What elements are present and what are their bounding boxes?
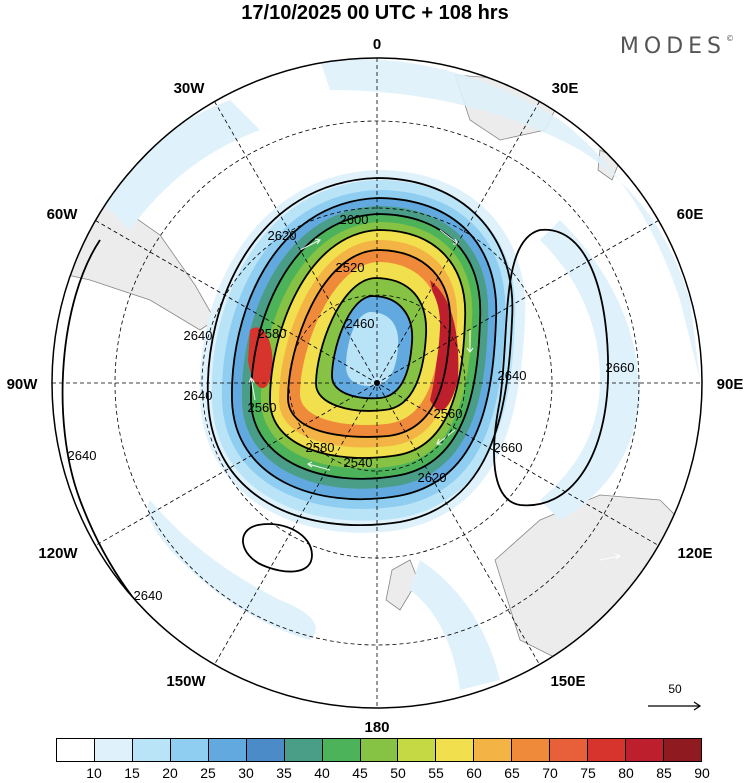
colorbar-cell [436, 739, 475, 761]
lon-label-60w: 60W [47, 206, 79, 223]
colorbar-tick-label: 20 [162, 765, 178, 781]
contour-label: 2560 [248, 400, 277, 415]
colorbar-cell [626, 739, 664, 761]
vortex-center [346, 312, 399, 387]
map-boundary [51, 57, 703, 709]
lon-label-150w: 150W [166, 673, 206, 690]
contour-label: 2640 [68, 448, 97, 463]
contour-label: 2580 [258, 326, 287, 341]
lon-label-120e: 120E [677, 545, 712, 562]
colorbar-ticks: 10 15 20 25 30 35 40 45 50 55 60 65 70 75 80 85 90 [56, 765, 710, 783]
colorbar-cell [57, 739, 95, 761]
colorbar-tick-label: 55 [428, 765, 444, 781]
colorbar-tick-label: 80 [618, 765, 634, 781]
wind-scale-arrow [648, 701, 702, 711]
contour-label: 2660 [606, 360, 635, 375]
colorbar-tick-label: 10 [86, 765, 102, 781]
contour-label: 2520 [336, 260, 365, 275]
colorbar-cell [664, 739, 701, 761]
contour-label: 2640 [184, 328, 213, 343]
colorbar-tick-label: 25 [200, 765, 216, 781]
lon-label-150e: 150E [550, 673, 585, 690]
colorbar-tick-label: 40 [314, 765, 330, 781]
lon-label-30w: 30W [174, 80, 206, 97]
contour-label: 2580 [306, 440, 335, 455]
contour-label: 2640 [498, 368, 527, 383]
lon-label-180: 180 [364, 719, 389, 735]
contour-label: 2620 [418, 470, 447, 485]
lon-label-0: 0 [373, 36, 381, 53]
contour-label: 2600 [340, 212, 369, 227]
brand-name: MODES [619, 34, 726, 59]
lon-label-30e: 30E [552, 80, 579, 97]
colorbar-cell [398, 739, 437, 761]
wind-speed-colorbar [56, 738, 702, 762]
map-title: 17/10/2025 00 UTC + 108 hrs [241, 2, 509, 24]
wind-scale-label: 50 [668, 682, 682, 696]
polar-map: 0 30E 60E 90E 120E 150E 180 150W 120W 90… [7, 36, 744, 735]
colorbar-cell [246, 739, 285, 761]
colorbar-tick-label: 70 [542, 765, 558, 781]
colorbar-cell [170, 739, 209, 761]
contour-label: 2640 [134, 588, 163, 603]
wind-shade-outer-east [540, 220, 640, 520]
colorbar-cell [360, 739, 399, 761]
colorbar-tick-label: 65 [504, 765, 520, 781]
colorbar-cell [208, 739, 247, 761]
lon-label-90e: 90E [717, 376, 744, 393]
contour-label: 2540 [344, 455, 373, 470]
colorbar-cell [132, 739, 171, 761]
contour-label: 2620 [268, 228, 297, 243]
brand-logo: MODES© [620, 34, 734, 59]
contour-label: 2640 [184, 388, 213, 403]
colorbar-tick-label: 15 [124, 765, 140, 781]
wind-shade-outer-sw [148, 500, 316, 640]
colorbar-tick-label: 50 [390, 765, 406, 781]
colorbar-tick-label: 30 [238, 765, 254, 781]
colorbar-cell [550, 739, 589, 761]
colorbar-cell [322, 739, 361, 761]
jet-core-west [248, 327, 273, 389]
south-pole-marker [374, 380, 380, 386]
wind-shade-outer-s [410, 560, 500, 690]
wind-vectors [119, 139, 622, 621]
colorbar-cell [284, 739, 323, 761]
brand-mark: © [726, 34, 734, 43]
map-disc [52, 58, 701, 690]
colorbar-cell [474, 739, 513, 761]
new-zealand-land [385, 559, 419, 611]
colorbar-tick-label: 90 [694, 765, 710, 781]
colorbar-tick-label: 45 [352, 765, 368, 781]
contour-label: 2560 [434, 406, 463, 421]
contour-label: 2660 [494, 440, 523, 455]
lon-label-60e: 60E [677, 206, 704, 223]
colorbar-cell [588, 739, 627, 761]
colorbar-tick-label: 60 [466, 765, 482, 781]
height-contours [61, 177, 610, 669]
colorbar-cell [512, 739, 551, 761]
colorbar-tick-label: 85 [656, 765, 672, 781]
colorbar-tick-label: 75 [580, 765, 596, 781]
lon-label-90w: 90W [7, 376, 39, 393]
colorbar-cell [94, 739, 133, 761]
colorbar-tick-label: 35 [276, 765, 292, 781]
lon-label-120w: 120W [38, 545, 78, 562]
wind-shade-outer-nw [100, 100, 260, 230]
contour-label: 2460 [346, 316, 375, 331]
